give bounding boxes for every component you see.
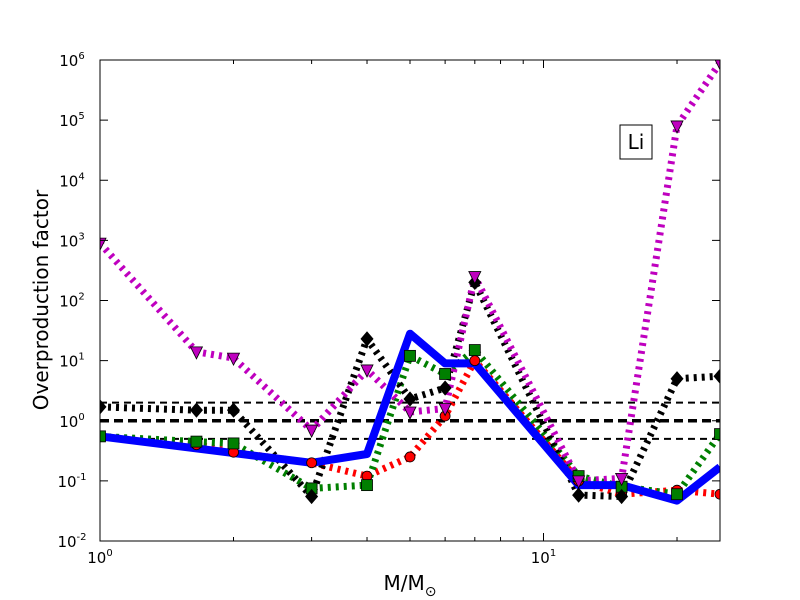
y-tick-label-base: 10	[59, 232, 78, 250]
y-tick-label-base: 10	[59, 413, 78, 431]
y-tick-label-exp: 6	[78, 51, 84, 62]
y-tick-label: 10-1	[57, 472, 86, 491]
data-point-diamond	[713, 368, 720, 384]
data-point-square	[671, 488, 683, 501]
y-tick-label-base: 10	[57, 533, 76, 551]
data-point-diamond	[305, 488, 319, 505]
data-point-diamond	[615, 488, 629, 505]
data-point-circle	[306, 457, 318, 469]
data-point-square	[468, 344, 481, 356]
x-tick-label-base: 10	[531, 549, 550, 567]
data-point-triangle	[614, 472, 629, 487]
y-tick-label-base: 10	[59, 52, 78, 70]
data-point-square	[100, 430, 106, 443]
data-point-square	[714, 428, 720, 440]
y-tick-label-exp: 4	[78, 171, 84, 182]
y-tick-label-exp: -2	[77, 532, 87, 543]
x-tick-label-base: 10	[87, 549, 106, 567]
data-point-triangle	[670, 120, 684, 134]
y-tick-label-exp: 2	[78, 292, 84, 303]
data-point-square	[439, 368, 452, 380]
data-point-triangle	[571, 475, 586, 489]
y-tick-label-base: 10	[59, 353, 78, 371]
series-line-3	[100, 60, 720, 485]
y-tick-label-exp: 5	[78, 111, 84, 122]
x-tick-label: 100	[87, 548, 112, 567]
data-point-triangle	[438, 403, 452, 417]
annotation-text: Li	[628, 130, 645, 154]
data-point-triangle	[468, 271, 482, 285]
y-axis-label: Overproduction factor	[29, 189, 53, 410]
series-line-4	[100, 329, 720, 505]
data-point-diamond	[100, 399, 107, 415]
y-tick-label: 102	[59, 292, 84, 311]
x-axis-label-subscript: ⊙	[425, 584, 437, 600]
y-tick-label: 101	[59, 352, 84, 371]
y-tick-label-exp: -1	[77, 472, 87, 483]
data-point-diamond	[403, 391, 417, 407]
y-tick-label-base: 10	[59, 293, 78, 311]
data-point-diamond	[438, 380, 452, 396]
x-axis-label-main: M/M	[384, 571, 425, 595]
data-point-triangle	[360, 364, 374, 378]
data-point-circle	[714, 488, 720, 500]
data-point-triangle	[714, 60, 720, 71]
data-point-diamond	[572, 487, 586, 503]
data-point-triangle	[226, 352, 241, 367]
data-point-diamond	[189, 402, 203, 418]
y-tick-label-base: 10	[59, 172, 78, 190]
data-point-circle	[469, 355, 481, 367]
data-point-square	[404, 349, 416, 362]
data-point-triangle	[304, 424, 319, 438]
data-point-square	[190, 435, 203, 448]
y-tick-label-exp: 3	[78, 231, 84, 242]
data-point-circle	[404, 451, 416, 463]
y-tick-label: 105	[59, 111, 84, 130]
x-tick-label: 101	[531, 548, 556, 567]
x-tick-label-exp: 0	[106, 548, 112, 559]
y-tick-label: 106	[59, 51, 84, 70]
series-line-2	[100, 278, 720, 500]
data-point-triangle	[403, 406, 417, 420]
y-tick-label-exp: 0	[78, 412, 84, 423]
data-point-triangle	[100, 237, 107, 252]
y-tick-label: 10-2	[57, 532, 86, 551]
element-annotation: Li	[619, 124, 653, 160]
data-point-square	[361, 479, 373, 492]
data-point-square	[227, 437, 240, 450]
ticks-layer	[99, 59, 720, 542]
y-tick-label: 100	[59, 412, 84, 431]
x-tick-label-exp: 1	[550, 548, 556, 559]
y-tick-label-base: 10	[59, 112, 78, 130]
y-tick-label-base: 10	[57, 473, 76, 491]
y-tick-label: 104	[59, 171, 84, 190]
series-layer	[100, 60, 720, 505]
annotation-box	[619, 124, 653, 160]
reference-lines	[100, 401, 720, 440]
data-point-diamond	[670, 371, 684, 387]
data-point-triangle	[189, 346, 204, 360]
y-tick-label: 103	[59, 231, 84, 250]
data-point-diamond	[226, 402, 241, 418]
x-axis-label: M/M⊙	[384, 571, 437, 600]
plot-frame	[99, 59, 721, 542]
y-tick-label-exp: 1	[78, 352, 84, 363]
data-point-diamond	[360, 331, 374, 347]
